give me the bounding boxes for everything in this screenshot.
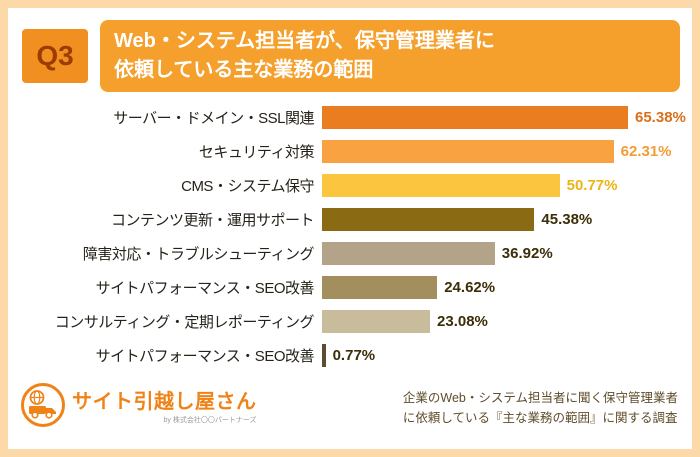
bar — [322, 275, 438, 299]
value-label: 65.38% — [635, 108, 686, 126]
category-label: サイトパフォーマンス・SEO改善 — [95, 279, 315, 297]
chart-row: サイトパフォーマンス・SEO改善 24.62% — [16, 270, 682, 304]
value-label: 50.77% — [566, 176, 618, 194]
value-label: 24.62% — [444, 278, 496, 296]
bar-track: 0.77% — [322, 338, 682, 372]
bar-track: 45.38% — [322, 202, 682, 236]
logo-subtext: by 株式会社〇〇パートナーズ — [163, 417, 257, 424]
title-box: Web・システム担当者が、保守管理業者に 依頼している主な業務の範囲 — [100, 20, 680, 92]
logo-text-block: サイト引越し屋さん by 株式会社〇〇パートナーズ — [72, 385, 257, 425]
category-label: サーバー・ドメイン・SSL関連 — [113, 109, 314, 127]
footer: サイト引越し屋さん by 株式会社〇〇パートナーズ 企業のWeb・システム担当者… — [16, 382, 682, 428]
value-label: 62.31% — [620, 142, 672, 160]
header: Q3 Web・システム担当者が、保守管理業者に 依頼している主な業務の範囲 — [22, 20, 680, 92]
bar-track: 24.62% — [322, 270, 682, 304]
category-label: コンサルティング・定期レポーティング — [54, 313, 315, 331]
chart-row: 障害対応・トラブルシューティング 36.92% — [16, 236, 682, 270]
caption-line-2: に依頼している『主な業務の範囲』に関する調査 — [402, 410, 678, 425]
chart-row: CMS・システム保守 50.77% — [16, 168, 682, 202]
bar — [322, 309, 431, 333]
value-label: 0.77% — [332, 346, 376, 364]
category-label: セキュリティ対策 — [198, 143, 315, 161]
question-number-badge: Q3 — [22, 29, 88, 83]
bar-track: 62.31% — [322, 134, 682, 168]
chart-row: コンサルティング・定期レポーティング 23.08% — [16, 304, 682, 338]
chart-row: セキュリティ対策 62.31% — [16, 134, 682, 168]
site-logo: サイト引越し屋さん by 株式会社〇〇パートナーズ — [20, 382, 257, 428]
moving-truck-logo-icon — [21, 383, 65, 427]
bar-track: 50.77% — [322, 168, 682, 202]
value-label: 23.08% — [437, 312, 488, 330]
logo-text: サイト引越し屋さん — [72, 391, 257, 413]
bar — [322, 241, 495, 265]
chart-row: コンテンツ更新・運用サポート 45.38% — [16, 202, 682, 236]
chart-row: サーバー・ドメイン・SSL関連 65.38% — [16, 100, 686, 134]
bar-track: 36.92% — [322, 236, 682, 270]
value-label: 45.38% — [541, 210, 593, 228]
bar — [322, 173, 560, 197]
horizontal-bar-chart: サーバー・ドメイン・SSL関連 65.38% セキュリティ対策 62.31% CMS・シ… — [16, 100, 686, 372]
category-label: 障害対応・トラブルシューティング — [82, 245, 315, 263]
caption-line-1: 企業のWeb・システム担当者に聞く保守管理業者 — [402, 391, 678, 406]
bar-track: 23.08% — [322, 304, 682, 338]
survey-caption: 企業のWeb・システム担当者に聞く保守管理業者 に依頼している『主な業務の範囲』… — [403, 389, 680, 428]
chart-row: サイトパフォーマンス・SEO改善 0.77% — [16, 338, 682, 372]
bar — [322, 139, 614, 163]
value-label: 36.92% — [501, 244, 553, 262]
bar — [322, 105, 628, 129]
category-label: CMS・システム保守 — [181, 177, 314, 195]
category-label: サイトパフォーマンス・SEO改善 — [95, 347, 315, 365]
bar — [322, 343, 326, 367]
bar-track: 65.38% — [322, 100, 686, 134]
title-line-1: Web・システム担当者が、保守管理業者に — [114, 30, 495, 52]
category-label: コンテンツ更新・運用サポート — [110, 211, 315, 229]
title-line-2: 依頼している主な業務の範囲 — [114, 59, 374, 81]
bar — [322, 207, 535, 231]
